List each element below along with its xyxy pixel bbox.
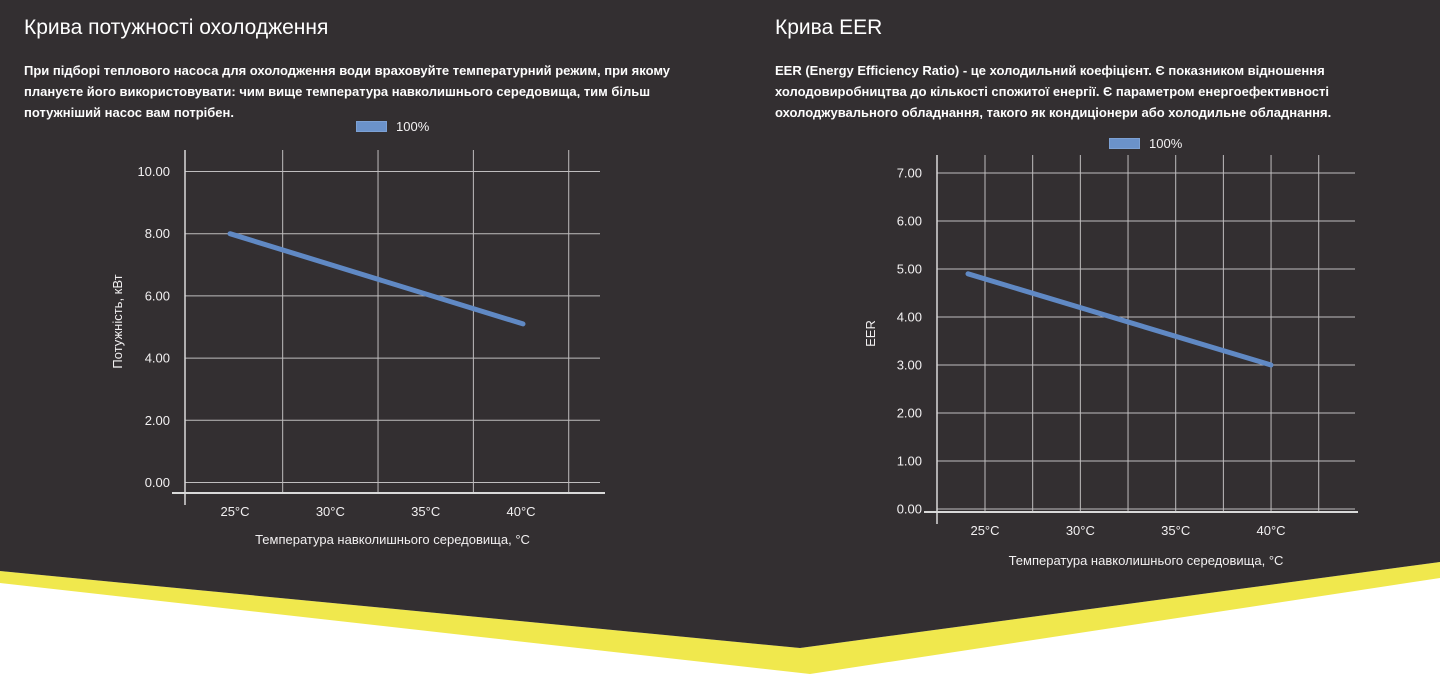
x-tick-label: 35°C	[1161, 523, 1190, 538]
series-line-100pct[interactable]	[965, 271, 1274, 368]
y-tick-label: 8.00	[145, 226, 170, 241]
y-tick-label: 7.00	[897, 166, 922, 181]
eer-chart-legend: 100%	[1109, 136, 1182, 151]
x-tick-label: 25°C	[970, 523, 999, 538]
series-line-100pct[interactable]	[227, 231, 526, 327]
y-tick-label: 0.00	[897, 502, 922, 517]
x-tick-label: 30°C	[1066, 523, 1095, 538]
eer-description: EER (Energy Efficiency Ratio) - це холод…	[775, 63, 1332, 120]
x-tick-label: 35°C	[411, 504, 440, 519]
y-tick-label: 2.00	[897, 406, 922, 421]
y-tick-label: 3.00	[897, 358, 922, 373]
y-tick-label: 4.00	[897, 310, 922, 325]
legend-label: 100%	[396, 119, 430, 134]
y-axis-title: Потужність, кВт	[110, 274, 125, 368]
x-tick-label: 40°C	[507, 504, 536, 519]
legend-swatch	[1109, 138, 1140, 149]
y-axis-title: EER	[863, 320, 878, 347]
y-tick-label: 10.00	[137, 164, 170, 179]
x-axis-title: Температура навколишнього середовища, °С	[255, 532, 530, 547]
cooling-power-title: Крива потужності охолодження	[24, 16, 329, 39]
y-tick-label: 5.00	[897, 262, 922, 277]
cooling-power-chart-legend: 100%	[356, 119, 429, 134]
legend-swatch	[356, 121, 387, 132]
x-tick-label: 25°C	[220, 504, 249, 519]
x-tick-label: 40°C	[1257, 523, 1286, 538]
eer-title: Крива EER	[775, 16, 883, 39]
x-tick-label: 30°C	[316, 504, 345, 519]
y-tick-label: 6.00	[897, 214, 922, 229]
y-tick-label: 6.00	[145, 288, 170, 303]
y-tick-label: 2.00	[145, 413, 170, 428]
x-axis-title: Температура навколишнього середовища, °С	[1009, 553, 1284, 568]
y-tick-label: 0.00	[145, 475, 170, 490]
y-tick-label: 4.00	[145, 351, 170, 366]
cooling-power-description: При підборі теплового насоса для охолодж…	[24, 63, 671, 120]
y-tick-label: 1.00	[897, 454, 922, 469]
legend-label: 100%	[1149, 136, 1183, 151]
